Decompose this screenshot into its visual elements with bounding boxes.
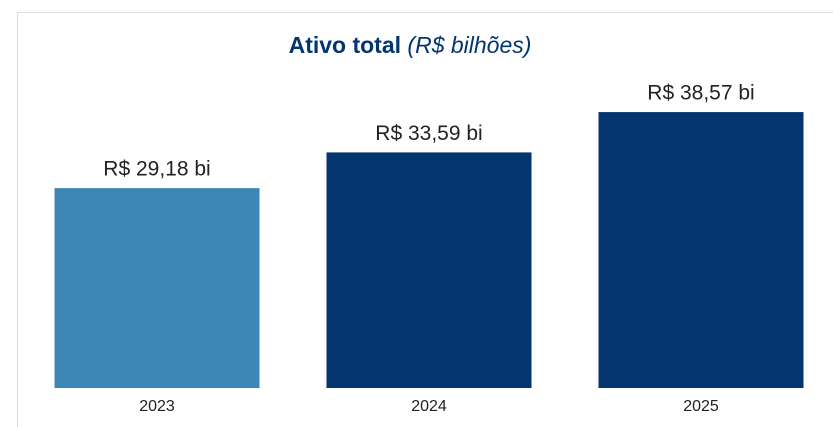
value-label: R$ 38,57 bi [647,82,754,105]
bar [54,188,260,388]
value-label: R$ 29,18 bi [103,158,210,181]
bar [598,112,804,388]
x-tick-label: 2023 [139,398,175,415]
bar [326,152,532,388]
value-label: R$ 33,59 bi [375,122,482,145]
chart-title-group: Ativo total (R$ bilhões) [289,32,532,58]
chart-subtitle: (R$ bilhões) [407,32,531,58]
x-tick-label: 2025 [683,398,719,415]
x-tick-label: 2024 [411,398,447,415]
chart-title: Ativo total [289,32,401,58]
